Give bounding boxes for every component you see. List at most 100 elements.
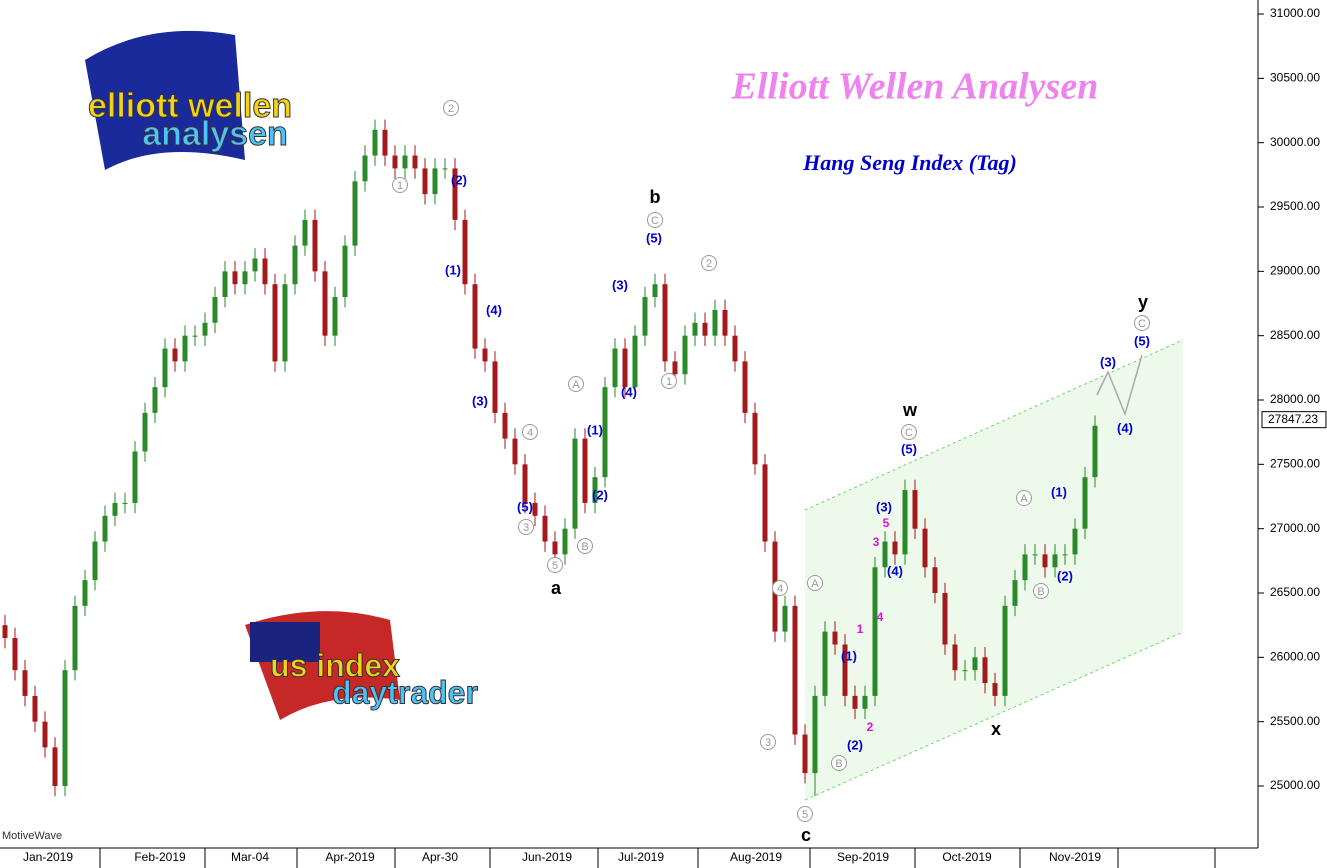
body bbox=[472, 284, 478, 349]
x-tick-label: Nov-2019 bbox=[1049, 850, 1101, 864]
body bbox=[82, 580, 88, 606]
body bbox=[282, 284, 288, 362]
wave-label: A bbox=[811, 578, 819, 590]
x-tick-label: Mar-04 bbox=[231, 850, 269, 864]
body bbox=[12, 638, 18, 671]
wave-circle bbox=[647, 212, 663, 228]
logo-top: elliott wellen analysen bbox=[85, 30, 293, 171]
body bbox=[202, 322, 208, 336]
wave-label: (2) bbox=[592, 487, 608, 502]
wave-circle bbox=[1134, 315, 1150, 331]
wave-label: (2) bbox=[1057, 568, 1073, 583]
body bbox=[332, 297, 338, 336]
body bbox=[422, 168, 428, 195]
wave-label: (2) bbox=[451, 172, 467, 187]
body bbox=[562, 528, 568, 555]
wave-circle bbox=[547, 557, 563, 573]
wave-label: (5) bbox=[646, 230, 662, 245]
wave-label: x bbox=[991, 719, 1001, 739]
y-tick-label: 27000.00 bbox=[1270, 521, 1320, 535]
body bbox=[712, 309, 718, 336]
body bbox=[552, 541, 558, 555]
body bbox=[352, 181, 358, 246]
wave-label: 1 bbox=[857, 622, 864, 636]
body bbox=[132, 451, 138, 503]
wave-label: (5) bbox=[1134, 333, 1150, 348]
wave-label: (5) bbox=[901, 441, 917, 456]
y-tick-label: 28500.00 bbox=[1270, 328, 1320, 342]
body bbox=[882, 541, 888, 568]
body bbox=[112, 502, 118, 516]
watermark: MotiveWave bbox=[2, 830, 62, 842]
wave-label: A bbox=[1020, 493, 1028, 505]
wave-label: B bbox=[581, 541, 588, 553]
body bbox=[432, 168, 438, 195]
y-tick-label: 25000.00 bbox=[1270, 778, 1320, 792]
body bbox=[102, 515, 108, 542]
body bbox=[582, 438, 588, 503]
body bbox=[272, 284, 278, 362]
body bbox=[842, 644, 848, 696]
wave-label: (5) bbox=[517, 499, 533, 514]
body bbox=[762, 464, 768, 542]
body bbox=[522, 464, 528, 503]
body bbox=[722, 309, 728, 336]
body bbox=[482, 348, 488, 362]
body bbox=[902, 490, 908, 555]
wave-label: 4 bbox=[777, 583, 783, 595]
body bbox=[152, 387, 158, 413]
body bbox=[1052, 554, 1058, 568]
body bbox=[1062, 554, 1068, 556]
wave-circle bbox=[392, 177, 408, 193]
subtitle: Hang Seng Index (Tag) bbox=[802, 150, 1017, 175]
wave-circle bbox=[1033, 583, 1049, 599]
body bbox=[602, 387, 608, 478]
wave-label: b bbox=[650, 187, 661, 207]
wave-circle bbox=[760, 734, 776, 750]
body bbox=[532, 502, 538, 516]
body bbox=[52, 747, 58, 786]
body bbox=[592, 477, 598, 503]
body bbox=[912, 490, 918, 529]
body bbox=[992, 683, 998, 696]
wave-circle bbox=[577, 538, 593, 554]
body bbox=[442, 168, 448, 170]
body bbox=[1082, 477, 1088, 529]
body bbox=[2, 625, 8, 639]
wave-circle bbox=[797, 806, 813, 822]
body bbox=[242, 271, 248, 285]
body bbox=[62, 670, 68, 786]
body bbox=[1072, 528, 1078, 555]
wave-label: (4) bbox=[621, 384, 637, 399]
projection bbox=[1096, 354, 1143, 417]
body bbox=[782, 605, 788, 632]
body bbox=[642, 297, 648, 336]
wave-label: 5 bbox=[552, 560, 558, 572]
body bbox=[732, 335, 738, 362]
wave-label: 3 bbox=[765, 737, 771, 749]
body bbox=[742, 361, 748, 413]
body bbox=[792, 605, 798, 735]
x-tick-label: Jan-2019 bbox=[23, 850, 73, 864]
body bbox=[812, 695, 818, 774]
logo-text: us index bbox=[270, 647, 400, 683]
wave-label: (4) bbox=[486, 302, 502, 317]
body bbox=[802, 734, 808, 774]
wave-circle bbox=[772, 580, 788, 596]
channel-bottom bbox=[804, 631, 1184, 801]
wave-label: (1) bbox=[841, 648, 857, 663]
y-tick-label: 29500.00 bbox=[1270, 199, 1320, 213]
wave-label: 3 bbox=[523, 522, 529, 534]
y-tick-label: 30500.00 bbox=[1270, 71, 1320, 85]
body bbox=[572, 438, 578, 529]
body bbox=[542, 515, 548, 542]
wave-label: w bbox=[902, 400, 918, 420]
wave-label: 5 bbox=[802, 809, 808, 821]
wave-circle bbox=[518, 519, 534, 535]
wave-label: 2 bbox=[867, 720, 874, 734]
x-tick-label: Apr-30 bbox=[422, 850, 458, 864]
body bbox=[662, 284, 668, 362]
wave-circle bbox=[831, 755, 847, 771]
wave-label: (4) bbox=[887, 563, 903, 578]
body bbox=[512, 438, 518, 465]
